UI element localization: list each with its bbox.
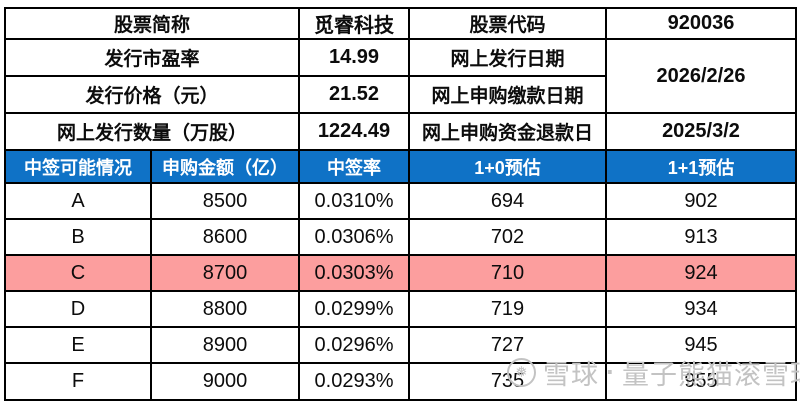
info-row: 发行价格（元） 21.52 网上申购缴款日期 (4, 75, 796, 114)
cell-amount: 8500 (150, 182, 300, 220)
cell-est-1-1: 902 (605, 182, 797, 220)
table-row-d: D 8800 0.0299% 719 934 (4, 290, 797, 328)
table-row-e: E 8900 0.0296% 727 945 (4, 326, 797, 364)
info-label-issue-date: 网上发行日期 (408, 38, 607, 77)
cell-est-1-0: 727 (408, 326, 607, 364)
info-value-issue-price: 21.52 (298, 75, 410, 114)
column-header-est-1-0: 1+0预估 (408, 149, 607, 184)
info-label-refund-date: 网上申购资金退款日 (408, 112, 607, 151)
cell-case: F (4, 362, 152, 401)
cell-est-1-1: 913 (605, 218, 797, 256)
cell-case: D (4, 290, 152, 328)
cell-amount: 9000 (150, 362, 300, 401)
info-label-stock-code: 股票代码 (408, 7, 607, 40)
info-row: 股票简称 觅睿科技 股票代码 920036 (4, 7, 797, 40)
cell-est-1-1: 955 (605, 362, 797, 401)
column-header-amount: 申购金额（亿） (150, 149, 300, 184)
info-label-issue-price: 发行价格（元） (4, 75, 300, 114)
ipo-table: 股票简称 觅睿科技 股票代码 920036 发行市盈率 14.99 网上发行日期… (4, 7, 797, 401)
cell-case: E (4, 326, 152, 364)
info-label-pe-ratio: 发行市盈率 (4, 38, 300, 77)
cell-amount: 8900 (150, 326, 300, 364)
table-row-f: F 9000 0.0293% 735 955 (4, 362, 797, 401)
info-value-pe-ratio: 14.99 (298, 38, 410, 77)
column-header-case: 中签可能情况 (4, 149, 152, 184)
column-header-rate: 中签率 (298, 149, 410, 184)
cell-amount: 8800 (150, 290, 300, 328)
cell-case: B (4, 218, 152, 256)
cell-rate: 0.0303% (298, 254, 410, 292)
info-value-refund-date: 2025/3/2 (605, 112, 797, 151)
cell-case: A (4, 182, 152, 220)
cell-est-1-1: 924 (605, 254, 797, 292)
cell-rate: 0.0310% (298, 182, 410, 220)
table-row-c-highlighted: C 8700 0.0303% 710 924 (4, 254, 797, 292)
cell-est-1-0: 694 (408, 182, 607, 220)
column-header-est-1-1: 1+1预估 (605, 149, 797, 184)
table-row-a: A 8500 0.0310% 694 902 (4, 182, 797, 220)
cell-est-1-1: 945 (605, 326, 797, 364)
info-label-issue-volume: 网上发行数量（万股） (4, 112, 300, 151)
cell-rate: 0.0296% (298, 326, 410, 364)
cell-est-1-0: 702 (408, 218, 607, 256)
cell-rate: 0.0299% (298, 290, 410, 328)
info-label-payment-date: 网上申购缴款日期 (408, 75, 607, 114)
info-value-stock-name: 觅睿科技 (298, 7, 410, 40)
cell-case: C (4, 254, 152, 292)
cell-rate: 0.0293% (298, 362, 410, 401)
cell-est-1-0: 719 (408, 290, 607, 328)
cell-rate: 0.0306% (298, 218, 410, 256)
lottery-header-row: 中签可能情况 申购金额（亿） 中签率 1+0预估 1+1预估 (4, 149, 797, 184)
info-row: 发行市盈率 14.99 网上发行日期 2026/2/26 (4, 38, 797, 114)
cell-est-1-0: 710 (408, 254, 607, 292)
table-row-b: B 8600 0.0306% 702 913 (4, 218, 797, 256)
info-value-issue-date: 2026/2/26 (605, 38, 797, 114)
info-label-stock-name: 股票简称 (4, 7, 300, 40)
cell-amount: 8700 (150, 254, 300, 292)
info-row: 网上发行数量（万股） 1224.49 网上申购资金退款日 2025/3/2 (4, 112, 797, 151)
info-value-stock-code: 920036 (605, 7, 797, 40)
cell-est-1-1: 934 (605, 290, 797, 328)
cell-est-1-0: 735 (408, 362, 607, 401)
info-value-issue-volume: 1224.49 (298, 112, 410, 151)
cell-amount: 8600 (150, 218, 300, 256)
